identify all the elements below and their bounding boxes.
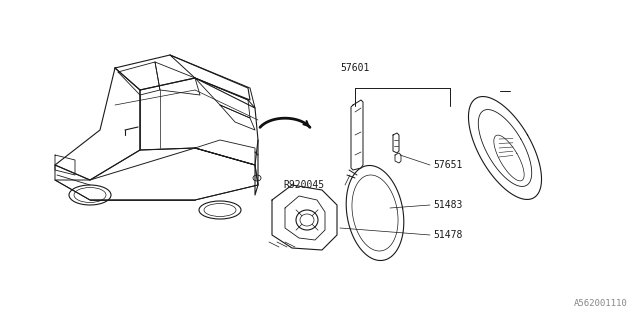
Text: 51478: 51478 <box>433 230 462 240</box>
Text: R920045: R920045 <box>283 180 324 190</box>
Text: A562001110: A562001110 <box>574 299 628 308</box>
Text: 57601: 57601 <box>340 63 370 73</box>
Text: 57651: 57651 <box>433 160 462 170</box>
Text: 51483: 51483 <box>433 200 462 210</box>
